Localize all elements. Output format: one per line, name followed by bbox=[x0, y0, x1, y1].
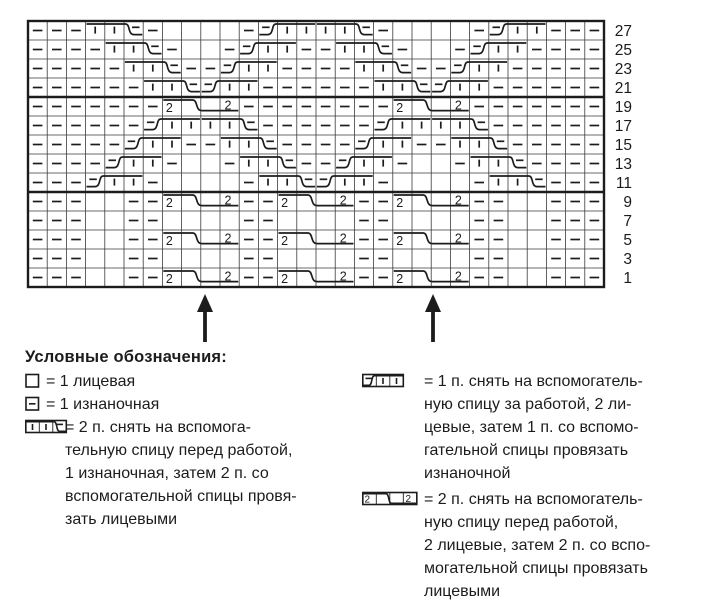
svg-text:2: 2 bbox=[225, 99, 232, 113]
svg-text:2: 2 bbox=[340, 194, 347, 208]
svg-text:2: 2 bbox=[281, 272, 288, 286]
row-number-5: 5 bbox=[623, 232, 632, 249]
row-number-13: 13 bbox=[615, 156, 632, 173]
svg-text:2: 2 bbox=[340, 232, 347, 246]
legend-left-column: Условные обозначения: = 1 лицевая = 1 изн… bbox=[25, 346, 360, 556]
svg-text:2: 2 bbox=[281, 234, 288, 248]
legend-item-text: = 2 п. снять на вспомогатель- ную спицу … bbox=[424, 491, 651, 600]
legend-item: = 1 изнаночная bbox=[25, 393, 360, 416]
svg-text:2: 2 bbox=[455, 232, 462, 246]
knit-symbol-icon bbox=[25, 373, 41, 396]
row-number-9: 9 bbox=[623, 194, 632, 211]
svg-text:2: 2 bbox=[396, 272, 403, 286]
svg-text:2: 2 bbox=[166, 234, 173, 248]
row-number-21: 21 bbox=[615, 80, 632, 97]
svg-text:2: 2 bbox=[455, 270, 462, 284]
svg-text:2: 2 bbox=[365, 495, 371, 506]
svg-text:2: 2 bbox=[396, 101, 403, 115]
svg-text:2: 2 bbox=[455, 99, 462, 113]
row-number-17: 17 bbox=[615, 118, 632, 135]
cableB-symbol-icon bbox=[362, 373, 406, 396]
purl-symbol-icon bbox=[25, 396, 41, 419]
svg-text:2: 2 bbox=[396, 234, 403, 248]
svg-text:2: 2 bbox=[406, 494, 412, 505]
svg-text:2: 2 bbox=[225, 270, 232, 284]
svg-text:2: 2 bbox=[281, 196, 288, 210]
row-number-27: 27 bbox=[615, 23, 632, 40]
row-number-23: 23 bbox=[615, 61, 632, 78]
legend-item-text: = 1 п. снять на вспомогатель- ную спицу … bbox=[424, 373, 643, 482]
cableA-symbol-icon bbox=[25, 419, 69, 442]
legend-item: = 2 п. снять на вспомога- тельную спицу … bbox=[25, 416, 360, 531]
repeat-arrow-1 bbox=[197, 294, 213, 342]
legend-item-text: = 1 изнаночная bbox=[46, 396, 160, 413]
row-number-3: 3 bbox=[623, 251, 632, 268]
legend-item: = 1 п. снять на вспомогатель- ную спицу … bbox=[362, 370, 720, 485]
legend-item-text: = 1 лицевая bbox=[46, 373, 136, 390]
svg-text:2: 2 bbox=[455, 194, 462, 208]
svg-text:2: 2 bbox=[340, 270, 347, 284]
svg-text:2: 2 bbox=[225, 232, 232, 246]
knitting-chart: 2 2 2 22 2 2 2 2 22 2 2 2 2 22 2 2 2 2 2272523211917151311… bbox=[26, 19, 632, 342]
row-number-11: 11 bbox=[616, 175, 632, 192]
repeat-arrow-2 bbox=[425, 294, 441, 342]
svg-text:2: 2 bbox=[396, 196, 403, 210]
legend-right-column: = 1 п. снять на вспомогатель- ную спицу … bbox=[362, 366, 720, 612]
legend-item: = 1 лицевая bbox=[25, 370, 360, 393]
row-number-25: 25 bbox=[615, 42, 632, 59]
svg-text:2: 2 bbox=[166, 196, 173, 210]
legend-item-text: = 2 п. снять на вспомога- тельную спицу … bbox=[65, 419, 297, 528]
svg-text:2: 2 bbox=[166, 101, 173, 115]
legend-title: Условные обозначения: bbox=[25, 348, 227, 366]
row-number-1: 1 bbox=[623, 270, 632, 287]
row-number-15: 15 bbox=[615, 137, 632, 154]
svg-text:2: 2 bbox=[166, 272, 173, 286]
row-number-7: 7 bbox=[623, 213, 632, 230]
svg-text:2: 2 bbox=[225, 194, 232, 208]
row-number-19: 19 bbox=[615, 99, 632, 116]
legend-item: 2 2 = 2 п. снять на вспомогатель- ную спиц… bbox=[362, 488, 720, 603]
